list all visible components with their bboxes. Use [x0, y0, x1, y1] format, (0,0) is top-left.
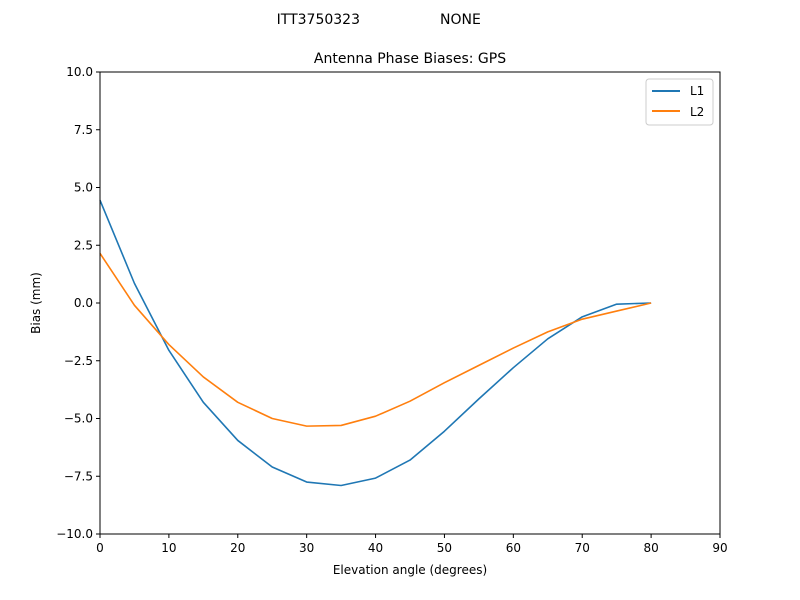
x-tick-label: 50 [437, 541, 452, 555]
plot-lines [99, 199, 652, 487]
x-tick-label: 40 [368, 541, 383, 555]
x-tick-label: 70 [575, 541, 590, 555]
legend-label-l1: L1 [690, 84, 704, 98]
y-axis-label: Bias (mm) [29, 272, 43, 334]
y-tick-label: 0.0 [74, 296, 93, 310]
suptitle-antenna: NONE [440, 12, 481, 28]
y-tick-label: −7.5 [64, 469, 93, 483]
y-tick-label: 5.0 [74, 181, 93, 195]
x-tick-label: 20 [230, 541, 245, 555]
x-tick-label: 90 [712, 541, 727, 555]
x-tick-label: 10 [161, 541, 176, 555]
x-axis: 0 10 20 30 40 50 60 70 80 90 [96, 534, 728, 555]
legend-label-l2: L2 [690, 105, 704, 119]
y-tick-label: −5.0 [64, 412, 93, 426]
x-tick-label: 80 [643, 541, 658, 555]
plot-frame [99, 71, 721, 535]
chart-title: Antenna Phase Biases: GPS [314, 51, 506, 67]
y-axis: −10.0 −7.5 −5.0 −2.5 0.0 2.5 5.0 7.5 10.0 [56, 65, 100, 541]
series-line-l1 [99, 199, 652, 487]
y-tick-label: 7.5 [74, 123, 93, 137]
series-line-l2 [99, 252, 652, 427]
x-tick-label: 0 [96, 541, 104, 555]
legend: L1 L2 [645, 78, 714, 126]
y-tick-label: 10.0 [66, 65, 93, 79]
x-tick-label: 60 [506, 541, 521, 555]
suptitle-station: ITT3750323 [277, 12, 360, 28]
y-tick-label: −2.5 [64, 354, 93, 368]
y-tick-label: 2.5 [74, 238, 93, 252]
y-tick-label: −10.0 [56, 527, 93, 541]
x-tick-label: 30 [299, 541, 314, 555]
x-axis-label: Elevation angle (degrees) [333, 563, 487, 577]
